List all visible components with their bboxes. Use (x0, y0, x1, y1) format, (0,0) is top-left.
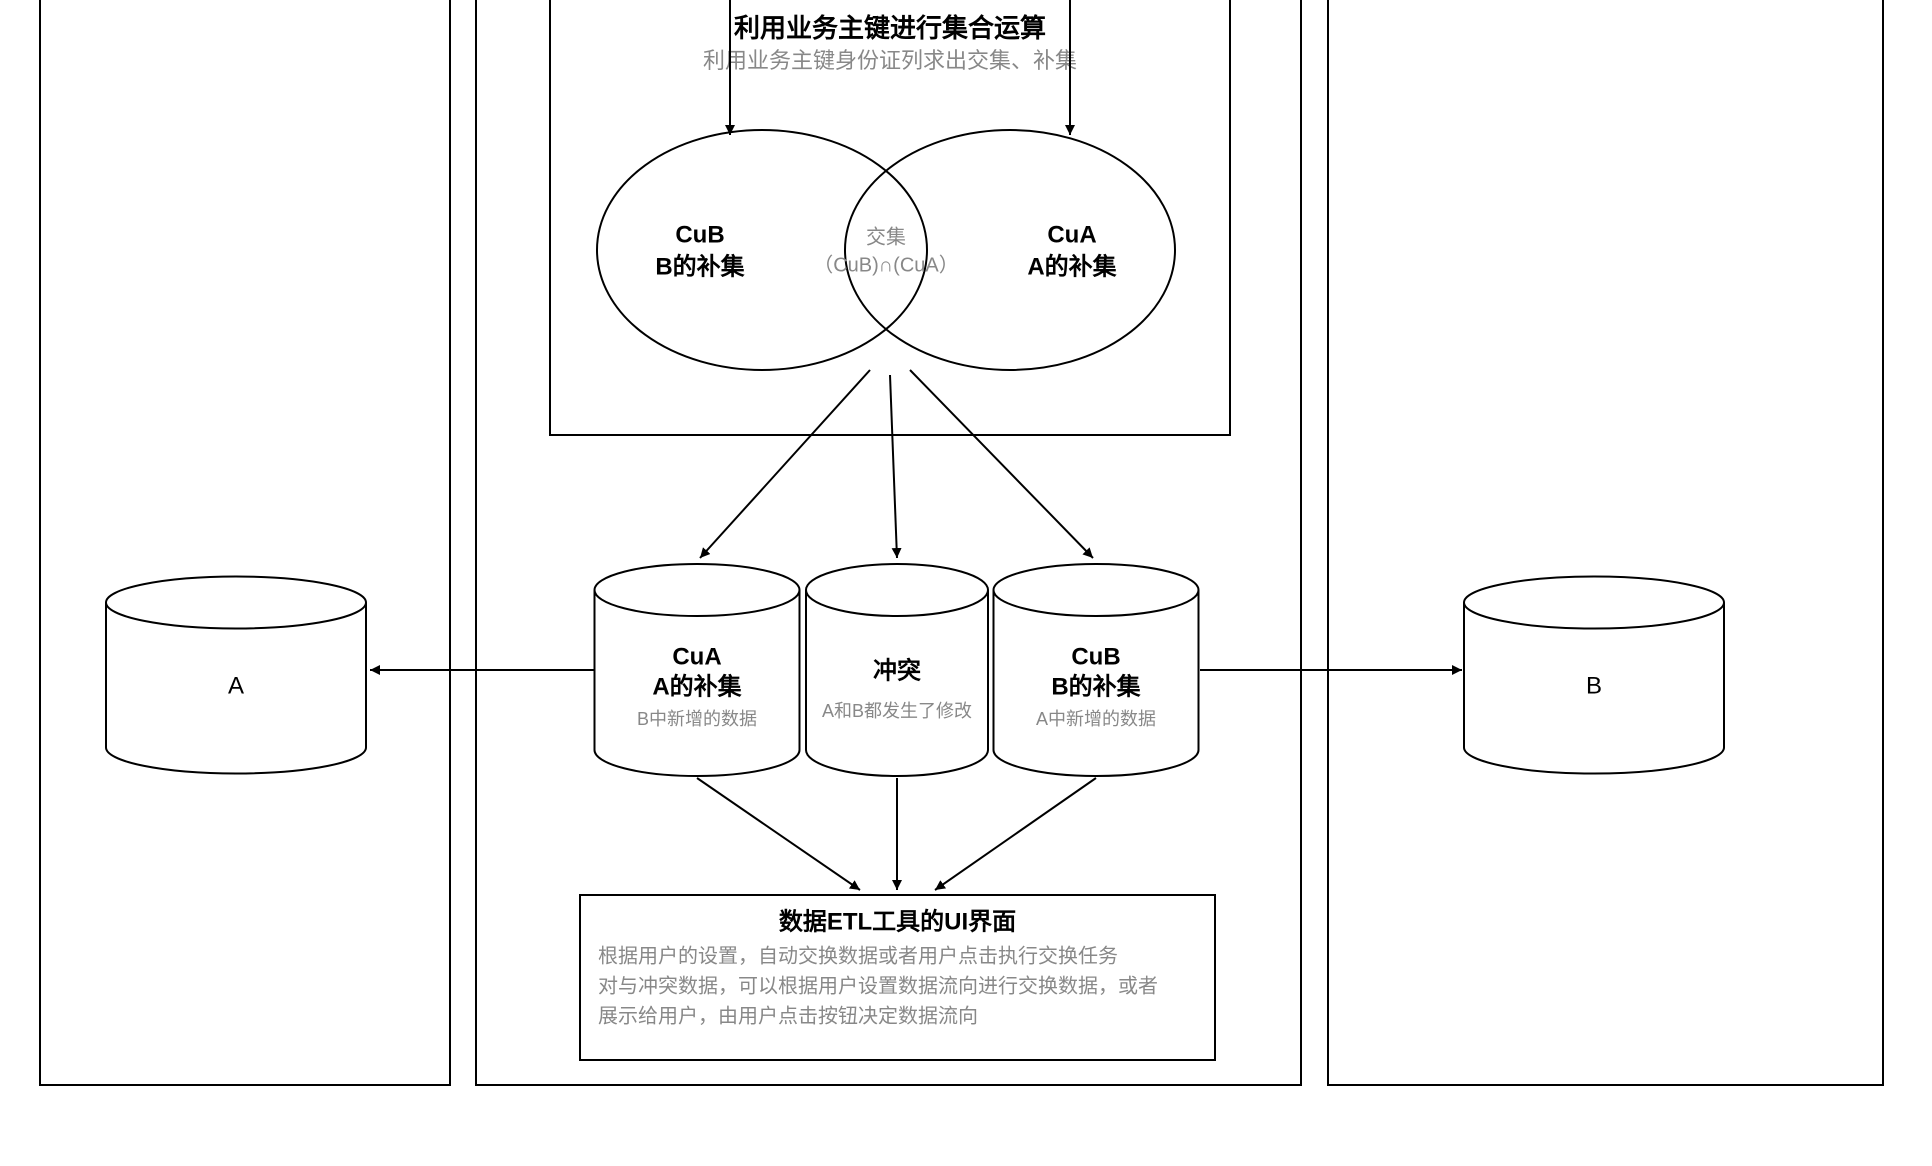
cylinder-cua-sub: B中新增的数据 (637, 709, 757, 729)
cylinder-cub-line1: CuB (1071, 643, 1120, 670)
venn-left-line2: B的补集 (655, 252, 745, 280)
ui-box-title: 数据ETL工具的UI界面 (779, 907, 1016, 935)
diagram-canvas: 利用业务主键进行集合运算利用业务主键身份证列求出交集、补集CuBB的补集CuAA… (0, 0, 1932, 1166)
venn-right (845, 130, 1175, 370)
arrow-cub-to-ui (935, 778, 1096, 890)
arrow-cua-to-ui (697, 778, 860, 890)
set-op-subtitle: 利用业务主键身份证列求出交集、补集 (703, 48, 1077, 73)
venn-left-line1: CuB (675, 221, 724, 248)
ui-box-line-0: 根据用户的设置，自动交换数据或者用户点击执行交换任务 (598, 944, 1118, 967)
cylinder-cub-sub: A中新增的数据 (1036, 709, 1156, 729)
arrow-venn-to-conf (890, 375, 897, 558)
set-op-title: 利用业务主键进行集合运算 (734, 13, 1046, 43)
cylinder-a-label: A (228, 672, 244, 699)
cylinder-cub-line2: B的补集 (1051, 672, 1141, 700)
cylinder-cua-line2: A的补集 (652, 672, 742, 700)
venn-right-line2: A的补集 (1027, 252, 1117, 280)
arrow-venn-to-cub (910, 370, 1093, 558)
cylinder-conflict-sub: A和B都发生了修改 (822, 701, 972, 721)
outer-frame-left (40, 0, 450, 1085)
cylinder-cua-line1: CuA (672, 643, 721, 670)
arrow-venn-to-cua (700, 370, 870, 558)
venn-right-line1: CuA (1047, 221, 1096, 248)
venn-mid-line2: （CuB)∩(CuA） (813, 253, 959, 276)
ui-box-line-2: 展示给用户，由用户点击按钮决定数据流向 (598, 1004, 978, 1027)
outer-frame-right (1328, 0, 1883, 1085)
ui-box-line-1: 对与冲突数据，可以根据用户设置数据流向进行交换数据，或者 (598, 974, 1158, 997)
venn-mid-line1: 交集 (866, 225, 906, 248)
venn-left (597, 130, 927, 370)
cylinder-b-label: B (1586, 672, 1602, 699)
cylinder-conflict-line1: 冲突 (873, 656, 921, 684)
